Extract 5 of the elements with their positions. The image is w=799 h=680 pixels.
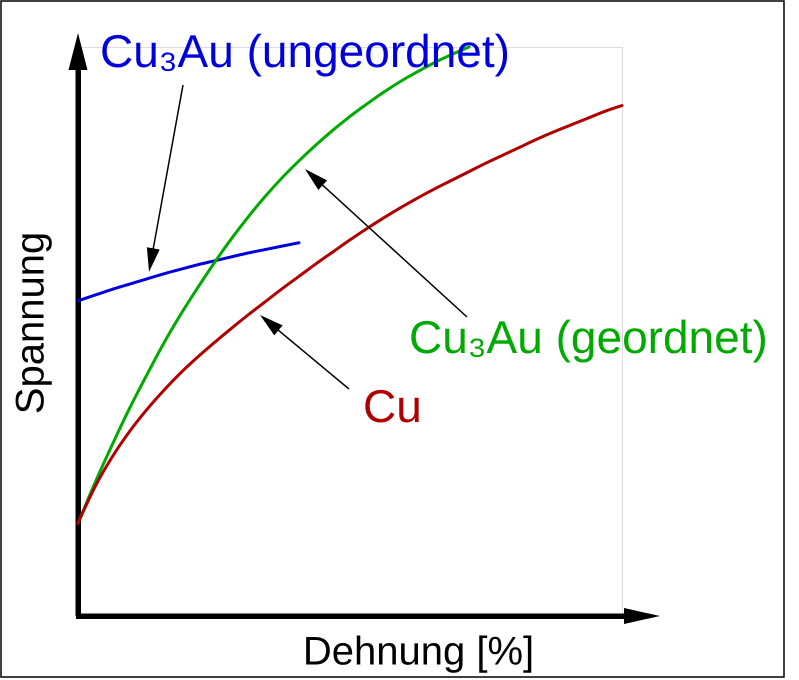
text: Cu₃Au (ungeordnet) — [100, 25, 510, 77]
text: Cu — [363, 380, 422, 432]
text: Cu₃Au (geordnet) — [409, 311, 768, 363]
y-axis-title: Spannung — [8, 232, 52, 414]
x-axis-title: Dehnung [%] — [302, 630, 534, 674]
